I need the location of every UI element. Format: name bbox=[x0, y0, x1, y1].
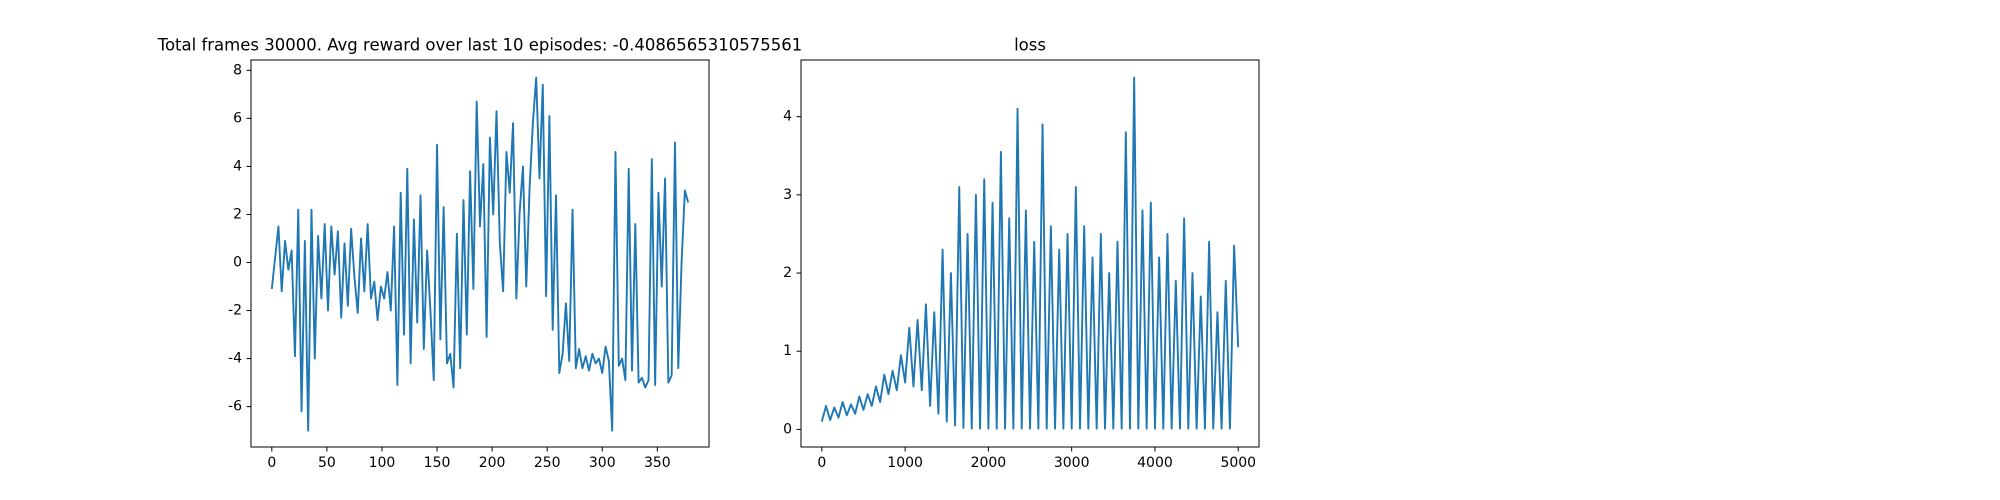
y-tick-label: 2 bbox=[233, 206, 242, 222]
x-tick-label: 5000 bbox=[1220, 455, 1256, 471]
y-tick-label: 1 bbox=[783, 343, 792, 359]
x-tick-label: 50 bbox=[318, 455, 336, 471]
x-tick-label: 100 bbox=[369, 455, 396, 471]
y-tick-label: 4 bbox=[783, 109, 792, 125]
y-tick-label: 4 bbox=[233, 158, 242, 174]
y-tick-label: 6 bbox=[233, 110, 242, 126]
y-tick-label: -6 bbox=[228, 399, 242, 415]
y-tick-label: 8 bbox=[233, 62, 242, 78]
chart-title: loss bbox=[1014, 36, 1046, 55]
line-series bbox=[270, 76, 690, 432]
x-tick-label: 3000 bbox=[1054, 455, 1090, 471]
x-tick-label: 1000 bbox=[887, 455, 923, 471]
x-tick-label: 200 bbox=[479, 455, 506, 471]
x-tick-label: 4000 bbox=[1137, 455, 1173, 471]
x-tick-label: 0 bbox=[267, 455, 276, 471]
line-series bbox=[820, 76, 1240, 430]
x-tick-label: 150 bbox=[424, 455, 451, 471]
x-tick-label: 250 bbox=[534, 455, 561, 471]
y-tick-label: 0 bbox=[783, 421, 792, 437]
x-tick-label: 2000 bbox=[971, 455, 1007, 471]
y-tick-label: 2 bbox=[783, 265, 792, 281]
x-tick-label: 350 bbox=[644, 455, 671, 471]
chart-title: Total frames 30000. Avg reward over last… bbox=[157, 36, 803, 55]
axes-frame bbox=[800, 59, 1260, 448]
y-tick-label: 0 bbox=[233, 255, 242, 271]
y-tick-label: -2 bbox=[228, 303, 242, 319]
y-tick-label: 3 bbox=[783, 187, 792, 203]
x-tick-label: 0 bbox=[817, 455, 826, 471]
y-tick-label: -4 bbox=[228, 351, 242, 367]
axes-frame bbox=[250, 59, 710, 448]
x-tick-label: 300 bbox=[589, 455, 616, 471]
